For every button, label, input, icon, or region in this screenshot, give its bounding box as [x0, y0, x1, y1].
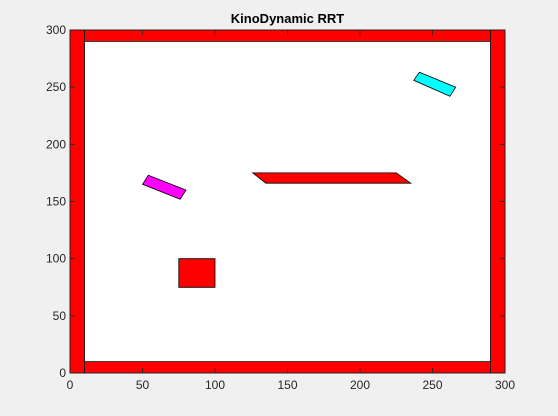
x-tick-label-200: 200 — [350, 378, 370, 392]
y-tick-label-0: 0 — [59, 366, 66, 380]
x-tick-label-0: 0 — [67, 378, 74, 392]
chart-title: KinoDynamic RRT — [231, 11, 344, 26]
y-tick-label-150: 150 — [46, 195, 66, 209]
y-tick-label-100: 100 — [46, 252, 66, 266]
x-tick-label-100: 100 — [205, 378, 225, 392]
y-tick-label-250: 250 — [46, 80, 66, 94]
x-tick-label-50: 50 — [136, 378, 150, 392]
start-vehicle-marker — [141, 174, 187, 200]
x-tick-label-300: 300 — [495, 378, 515, 392]
obstacle-obstacle-square — [178, 258, 216, 288]
tick-layer: 0 50 100 150 200 250 300 0 50 100 150 200 250 300 — [46, 23, 515, 392]
y-tick-label-200: 200 — [46, 137, 66, 151]
y-tick-label-300: 300 — [46, 23, 66, 37]
goal-vehicle-marker — [413, 71, 457, 97]
x-tick-label-250: 250 — [422, 378, 442, 392]
x-tick-label-150: 150 — [277, 378, 297, 392]
y-tick-label-50: 50 — [53, 309, 67, 323]
obstacle-obstacle-bar — [251, 172, 413, 184]
